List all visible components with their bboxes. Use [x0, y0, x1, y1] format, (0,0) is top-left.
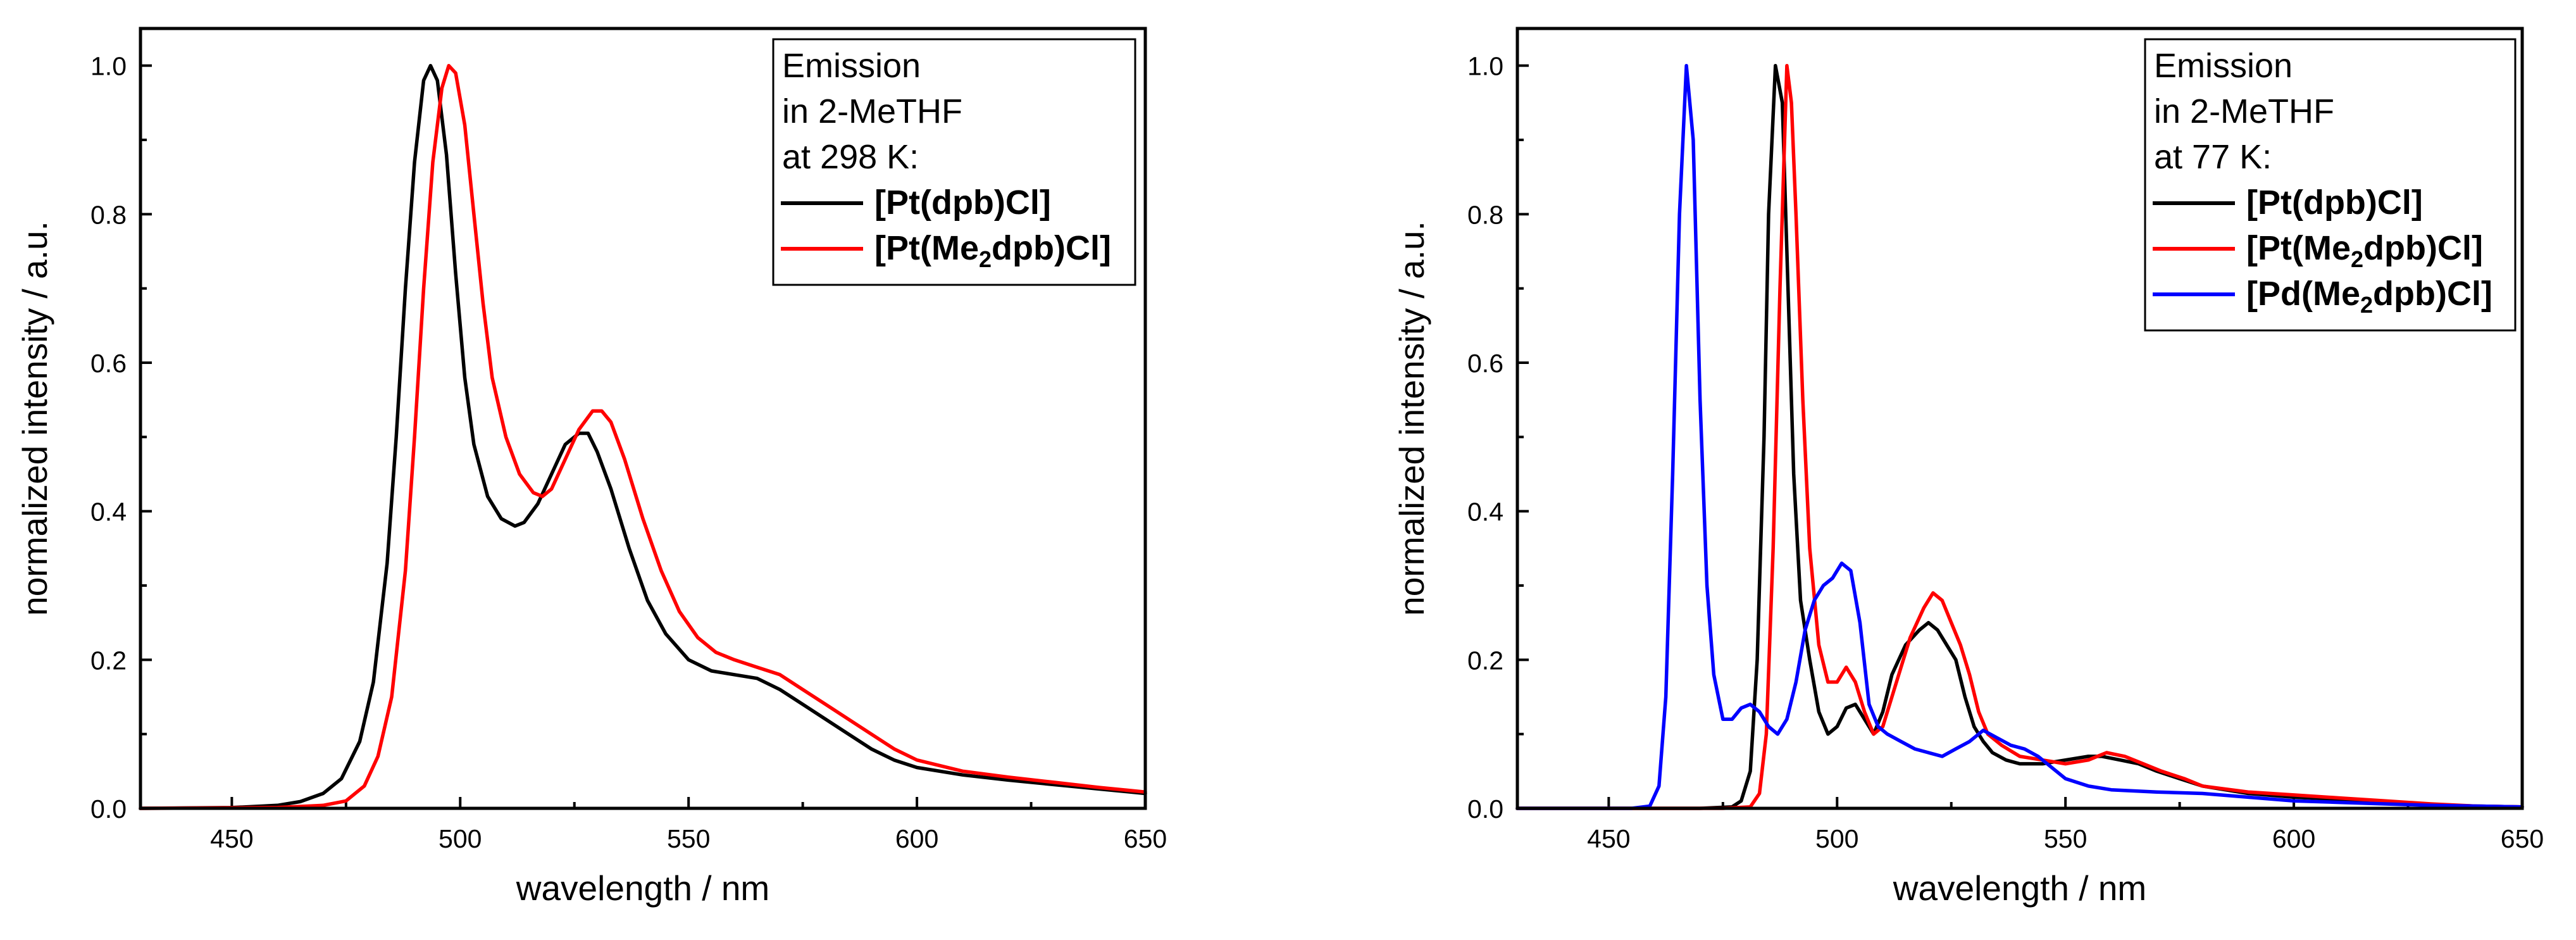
y-tick-label: 0.6	[1467, 349, 1503, 378]
y-tick-label: 0.0	[1467, 794, 1503, 824]
legend-box	[772, 38, 1136, 286]
legend-label: [Pt(Me2dpb)Cl]	[874, 229, 1111, 272]
legend-header-line: Emission	[782, 47, 921, 85]
legend-label-subscript: 2	[2351, 246, 2363, 272]
legend-label-subscript: 2	[2360, 292, 2373, 318]
chart-2: 450 500 550 600 650 0.0 0.2 0.4 0.6 0.8 1.0 wavelen…	[1392, 27, 2544, 908]
legend-label-part: [Pt(Me	[874, 229, 979, 267]
x-axis-title: wavelength / nm	[516, 868, 770, 908]
legend-label-part: dpb)Cl]	[2363, 229, 2483, 267]
legend-label-subscript: 2	[979, 246, 992, 272]
y-axis-title: normalized intensity / a.u.	[15, 221, 54, 616]
y-tick-label: 0.6	[90, 349, 127, 378]
legend-header-line: at 77 K:	[2154, 138, 2272, 176]
legend-label: [Pt(Me2dpb)Cl]	[2246, 229, 2483, 272]
x-tick-label: 450	[210, 824, 253, 853]
series-line-1	[139, 63, 1147, 810]
legend-header-line: in 2-MeTHF	[782, 92, 962, 130]
legend-header-line: Emission	[2154, 47, 2293, 85]
legend-label-part: [Pt(dpb)Cl]	[874, 184, 1051, 222]
series-line-3	[1515, 63, 2524, 810]
y-tick-label: 0.2	[1467, 646, 1503, 675]
y-tick-label: 0.8	[90, 200, 127, 229]
plot-frame	[139, 27, 1147, 810]
legend-header-line: at 298 K:	[782, 138, 919, 176]
x-tick-label: 550	[667, 824, 710, 853]
legend-label: [Pt(dpb)Cl]	[874, 184, 1051, 222]
x-axis-title: wavelength / nm	[1893, 868, 2147, 908]
legend-header-line: in 2-MeTHF	[2154, 92, 2334, 130]
x-tick-label: 500	[439, 824, 482, 853]
legend-label-part: [Pt(Me	[2246, 229, 2351, 267]
y-tick-label: 0.8	[1467, 200, 1503, 229]
x-tick-label: 650	[1124, 824, 1167, 853]
x-tick-label: 500	[1815, 824, 1858, 853]
legend-label-part: dpb)Cl]	[2373, 275, 2492, 313]
x-tick-label: 600	[895, 824, 938, 853]
legend-label-part: [Pd(Me	[2246, 275, 2360, 313]
plot-frame	[1515, 27, 2524, 810]
y-tick-label: 0.2	[90, 646, 127, 675]
legend-label: [Pd(Me2dpb)Cl]	[2246, 275, 2492, 318]
y-tick-label: 1.0	[90, 52, 127, 81]
series-line-2	[139, 63, 1147, 810]
legend-label: [Pt(dpb)Cl]	[2246, 184, 2423, 222]
legend-label-part: dpb)Cl]	[992, 229, 1111, 267]
x-tick-label: 450	[1587, 824, 1630, 853]
legend: Emission in 2-MeTHF at 77 K: [Pt(dpb)Cl] [Pt…	[2144, 38, 2517, 332]
legend: Emission in 2-MeTHF at 298 K: [Pt(dpb)Cl] [P…	[772, 38, 1136, 286]
y-tick-label: 0.0	[90, 794, 127, 824]
x-tick-label: 550	[2044, 824, 2087, 853]
chart-1: 450 500 550 600 650 0.0 0.2 0.4 0.6 0.8 1.0 wavelen…	[15, 27, 1167, 908]
y-axis-title: normalized intensity / a.u.	[1392, 221, 1431, 616]
y-tick-label: 0.4	[1467, 498, 1503, 527]
x-tick-label: 650	[2501, 824, 2544, 853]
y-tick-label: 0.4	[90, 498, 127, 527]
legend-box	[2144, 38, 2517, 332]
series-line-2	[1515, 63, 2524, 810]
x-tick-label: 600	[2272, 824, 2315, 853]
y-tick-label: 1.0	[1467, 52, 1503, 81]
legend-label-part: [Pt(dpb)Cl]	[2246, 184, 2423, 222]
